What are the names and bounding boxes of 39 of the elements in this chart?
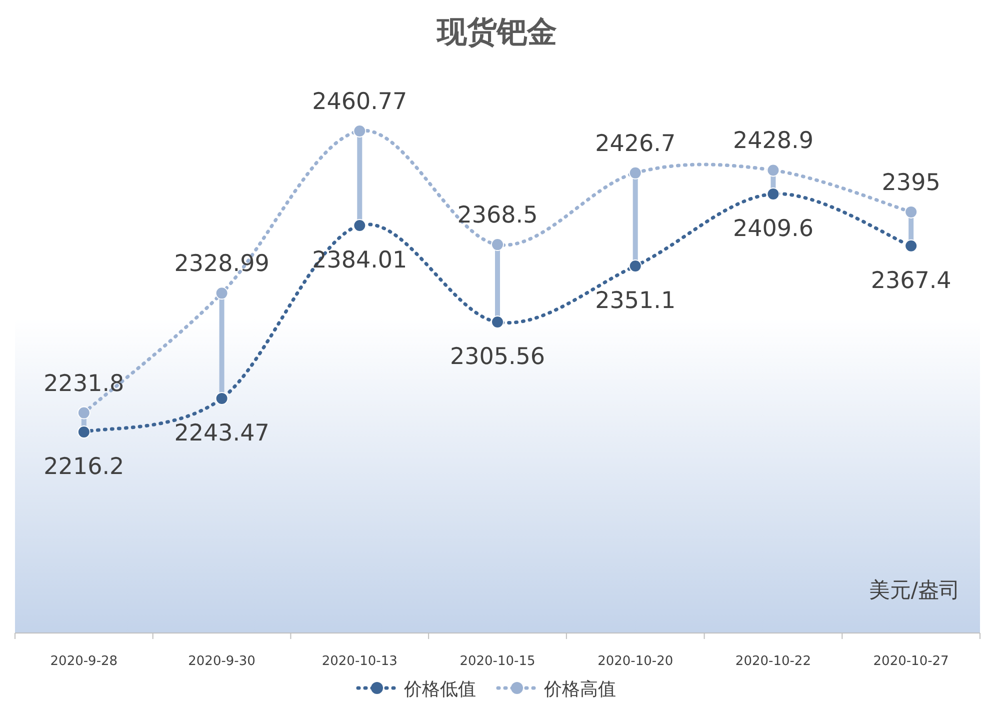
data-label: 2395	[882, 170, 940, 196]
point	[628, 166, 642, 180]
text: 美元/盎司	[868, 578, 960, 602]
point	[215, 392, 228, 405]
data-label: 2305.56	[450, 344, 546, 370]
data-label: 2367.4	[870, 268, 952, 294]
data-label: 2460.77	[312, 89, 408, 115]
point	[353, 218, 366, 232]
data-label: 2351.1	[595, 288, 676, 314]
data-label: 2409.6	[732, 216, 814, 242]
legend-label: 价格低值	[403, 679, 476, 700]
data-label: 2426.7	[595, 130, 676, 157]
data-label: 2384.01	[312, 247, 408, 274]
x-tick-label: 2020-10-13	[322, 654, 398, 669]
x-tick-label: 2020-9-30	[188, 654, 256, 669]
point	[353, 124, 366, 138]
point	[904, 239, 918, 252]
data-label: 2368.5	[457, 202, 538, 229]
point	[491, 316, 504, 329]
data-label: 2216.2	[44, 454, 124, 480]
x-tick-label: 2020-10-15	[460, 654, 536, 669]
point	[77, 426, 90, 438]
point	[628, 259, 642, 272]
x-tick-label: 2020-10-20	[598, 654, 674, 669]
point	[766, 164, 780, 177]
x-tick-label: 2020-10-27	[873, 654, 949, 669]
data-label: 2328.99	[174, 251, 270, 278]
chart-title: 现货钯金	[436, 15, 557, 50]
point	[491, 238, 504, 252]
x-tick-label: 2020-9-28	[50, 654, 118, 669]
point	[904, 205, 918, 218]
data-label: 2428.9	[732, 128, 814, 154]
point	[77, 406, 90, 420]
data-label: 2231.8	[44, 370, 124, 397]
legend-label: 价格高值	[543, 679, 616, 700]
point	[766, 187, 780, 200]
point	[215, 286, 228, 300]
data-label: 2243.47	[174, 420, 270, 446]
x-tick-label: 2020-10-22	[735, 654, 811, 669]
